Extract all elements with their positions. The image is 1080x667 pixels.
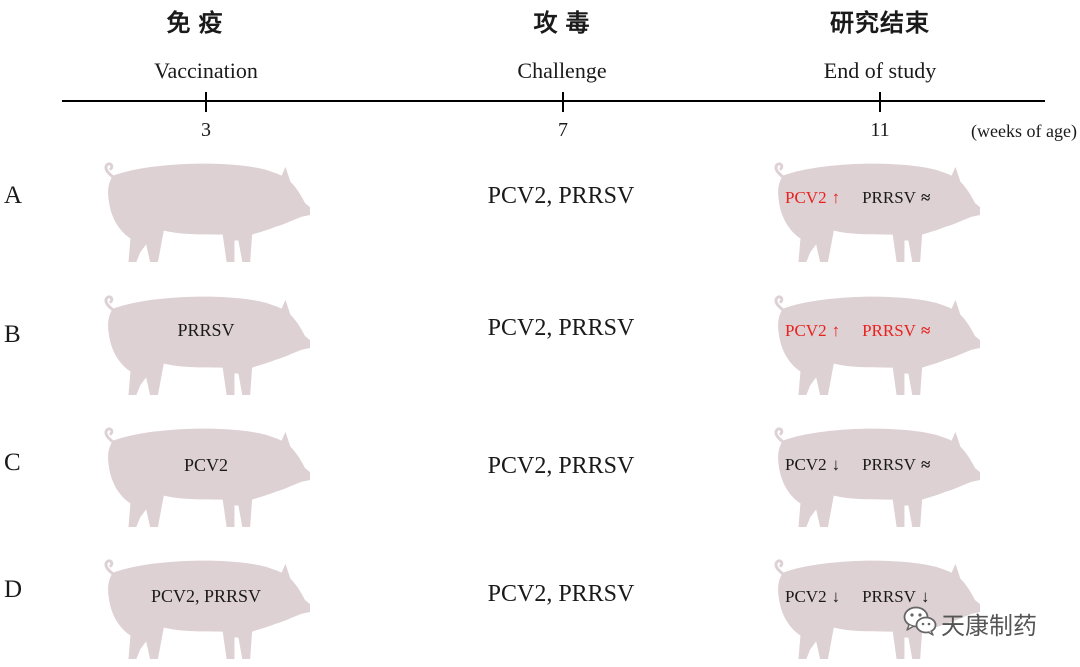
tick-label-week-11: 11 [870, 119, 890, 141]
group-row-d: D PCV2, PRRSV PCV2, PRRSV PCV2 ↓ PRRSV ↓ [0, 557, 1080, 661]
challenge-label: PCV2, PRRSV [487, 581, 635, 607]
group-label: C [4, 449, 21, 476]
trend-approx-icon: ≈ [920, 188, 931, 207]
vaccination-label: PCV2, PRRSV [150, 586, 262, 606]
phase-title-zh-end: 研究结束 [830, 11, 930, 37]
phase-title-zh-vaccination: 免 疫 [166, 11, 224, 37]
pig-end-of-study: PCV2 ↓ PRRSV ↓ [770, 557, 982, 661]
result-summary: PCV2 ↓ PRRSV ≈ [785, 455, 952, 475]
timeline-axis [62, 92, 1045, 112]
group-label: D [4, 576, 23, 603]
phase-title-end-of-study: End of study [823, 58, 937, 83]
watermark-text: 天康制药 [941, 612, 1037, 640]
vaccination-label: PCV2 [183, 455, 228, 475]
result-summary: PCV2 ↑ PRRSV ≈ [785, 188, 952, 208]
pig-silhouette [104, 162, 312, 264]
pig-silhouette [104, 427, 312, 529]
result-virus: PRRSV [862, 587, 916, 606]
result-prrsv: PRRSV ≈ [862, 188, 930, 208]
pig-silhouette [104, 559, 312, 661]
phase-title-vaccination: Vaccination [154, 58, 258, 83]
pig-silhouette [774, 162, 982, 264]
result-virus: PCV2 [785, 587, 827, 606]
challenge-label: PCV2, PRRSV [487, 453, 635, 479]
challenge-label: PCV2, PRRSV [487, 183, 635, 209]
pig-silhouette [774, 295, 982, 397]
vaccination-label: PRRSV [177, 320, 235, 340]
group-label: B [4, 321, 21, 348]
result-virus: PRRSV [862, 188, 916, 207]
trend-approx-icon: ≈ [920, 455, 931, 474]
result-virus: PRRSV [862, 455, 916, 474]
result-summary: PCV2 ↓ PRRSV ↓ [785, 587, 951, 607]
pig-end-of-study: PCV2 ↑ PRRSV ≈ [770, 160, 982, 264]
challenge-label: PCV2, PRRSV [487, 315, 635, 341]
result-summary: PCV2 ↑ PRRSV ≈ [785, 321, 952, 341]
trend-down-icon: ↓ [831, 587, 841, 606]
phase-title-challenge: Challenge [517, 58, 607, 83]
result-pcv2: PCV2 ↑ [785, 188, 840, 208]
trend-down-icon: ↓ [831, 455, 841, 474]
result-prrsv: PRRSV ↓ [862, 587, 929, 607]
pig-silhouette [104, 295, 312, 397]
trend-down-icon: ↓ [920, 587, 930, 606]
trend-approx-icon: ≈ [920, 321, 931, 340]
result-pcv2: PCV2 ↓ [785, 455, 840, 475]
group-row-c: C PCV2 PCV2, PRRSV PCV2 ↓ PRRSV ≈ [0, 425, 1080, 529]
pig-vaccination: PCV2 [100, 425, 312, 529]
pig-end-of-study: PCV2 ↓ PRRSV ≈ [770, 425, 982, 529]
result-prrsv: PRRSV ≈ [862, 321, 930, 341]
pig-end-of-study: PCV2 ↑ PRRSV ≈ [770, 293, 982, 397]
group-row-b: B PRRSV PCV2, PRRSV PCV2 ↑ PRRSV ≈ [0, 293, 1080, 397]
result-prrsv: PRRSV ≈ [862, 455, 930, 475]
result-pcv2: PCV2 ↓ [785, 587, 840, 607]
trend-up-icon: ↑ [831, 321, 841, 340]
group-label: A [4, 182, 23, 209]
trend-up-icon: ↑ [831, 188, 841, 207]
result-virus: PCV2 [785, 188, 827, 207]
axis-unit-label: (weeks of age) [971, 121, 1077, 141]
result-pcv2: PCV2 ↑ [785, 321, 840, 341]
tick-label-week-7: 7 [558, 119, 568, 141]
group-row-a: A PCV2, PRRSV PCV2 ↑ PRRSV ≈ [0, 160, 1080, 264]
pig-vaccination: PCV2, PRRSV [100, 557, 312, 661]
wechat-icon [903, 606, 937, 636]
result-virus: PCV2 [785, 321, 827, 340]
pig-vaccination: PRRSV [100, 293, 312, 397]
tick-label-week-3: 3 [201, 119, 211, 141]
result-virus: PRRSV [862, 321, 916, 340]
pig-silhouette [774, 427, 982, 529]
result-virus: PCV2 [785, 455, 827, 474]
phase-title-zh-challenge: 攻 毒 [533, 11, 591, 37]
pig-vaccination [100, 160, 312, 264]
